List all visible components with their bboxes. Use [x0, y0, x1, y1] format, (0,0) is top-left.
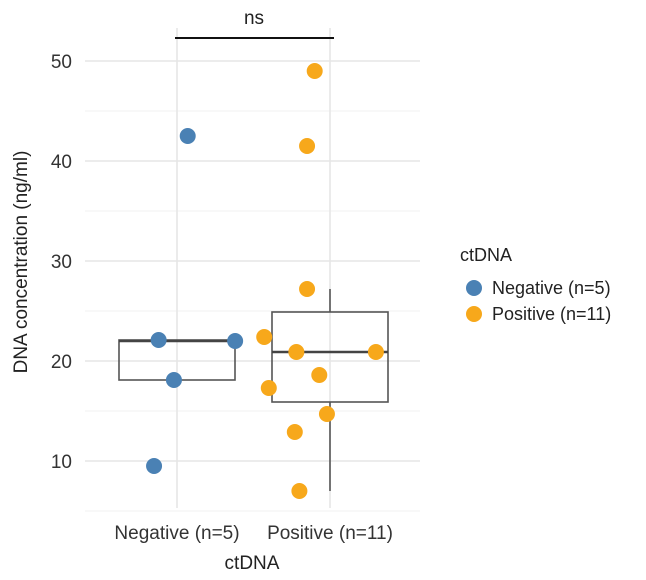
data-point	[146, 458, 163, 474]
y-axis-title: DNA concentration (ng/ml)	[11, 151, 32, 374]
data-point	[260, 380, 277, 396]
points	[146, 63, 384, 499]
significance-label: ns	[244, 8, 264, 29]
x-tick-labels: Negative (n=5) Positive (n=11)	[114, 523, 393, 544]
data-point	[179, 128, 196, 144]
legend-title: ctDNA	[460, 245, 512, 265]
significance-annotation: ns	[175, 8, 334, 39]
data-point	[299, 138, 316, 154]
data-point	[150, 332, 167, 348]
grid	[85, 28, 420, 512]
y-tick-labels: 10 20 30 40 50	[51, 52, 72, 473]
y-tick-label: 30	[51, 252, 72, 273]
data-point	[291, 483, 308, 499]
data-point	[227, 333, 244, 349]
data-point	[311, 367, 328, 383]
data-point	[286, 424, 303, 440]
y-tick-label: 50	[51, 52, 72, 73]
data-point	[256, 329, 273, 345]
y-tick-label: 20	[51, 352, 72, 373]
data-point	[288, 344, 305, 360]
data-point	[165, 372, 182, 388]
legend-entry: Negative (n=5)	[492, 278, 611, 298]
x-tick-label: Positive (n=11)	[267, 523, 393, 544]
y-tick-label: 10	[51, 452, 72, 473]
legend-swatch	[466, 280, 482, 296]
x-axis-title: ctDNA	[225, 553, 280, 574]
data-point	[367, 344, 384, 360]
data-point	[306, 63, 323, 79]
y-tick-label: 40	[51, 152, 72, 173]
data-point	[318, 406, 335, 422]
legend-entry: Positive (n=11)	[492, 304, 611, 324]
box-iqr	[271, 311, 389, 403]
legend: ctDNA Negative (n=5) Positive (n=11)	[460, 245, 611, 324]
legend-swatch	[466, 306, 482, 322]
data-point	[299, 281, 316, 297]
x-tick-label: Negative (n=5)	[114, 523, 239, 544]
